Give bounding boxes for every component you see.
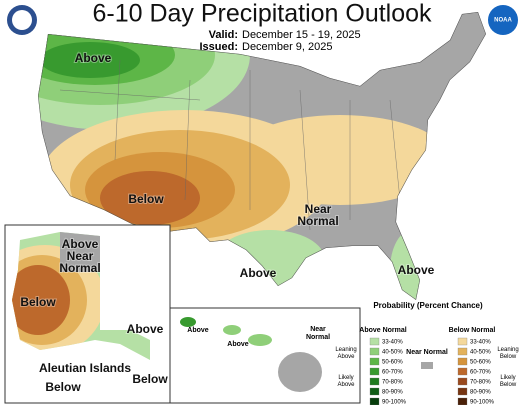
island [223,325,241,335]
legend-swatch [457,367,468,376]
legend-group-label: Leaning Above [335,347,356,360]
legend-title: Probability (Percent Chance) [373,301,483,310]
legend-bin-label: 80-90% [470,390,491,396]
island [248,334,272,346]
legend-swatch [369,377,380,386]
legend-swatch [369,387,380,396]
island [278,352,322,392]
region-label: Aleutian Islands [39,361,131,375]
legend-swatch [369,347,380,356]
legend-group-label: Leaning Below [497,347,518,360]
legend-swatch [369,357,380,366]
legend-bin-label: 60-70% [382,370,403,376]
legend-bin-label: 70-80% [382,380,403,386]
legend-bin-label: 90-100% [382,400,407,405]
legend-bin-label: 33-40% [470,340,491,346]
valid-label: Valid: [209,29,238,41]
legend-bin-label: 80-90% [382,390,403,396]
legend-bin-label: 60-70% [470,370,491,376]
legend-swatch [457,347,468,356]
region-label: Near Normal [306,326,330,341]
legend-swatch [457,337,468,346]
legend-below-title: Below Normal [449,327,496,334]
region-label: Above Near Normal [59,237,100,275]
legend-bin-label: 50-60% [470,360,491,366]
region-label: Above [227,341,249,348]
logo-left-inner [12,10,32,30]
logo-right [488,5,518,35]
region-label: Above [187,327,209,334]
legend-near-title: Near Normal [406,349,448,356]
legend-swatch [369,337,380,346]
legend-bin-label: 40-50% [382,350,403,356]
legend-swatch [457,357,468,366]
valid-dates: December 15 - 19, 2025 [242,29,361,41]
legend-near-swatch [421,362,433,369]
region-label: Below [132,372,168,386]
region-label: Below [128,192,164,206]
region-label: Above [75,51,112,65]
legend-bin-label: 70-80% [470,380,491,386]
legend-bin-label: 50-60% [382,360,403,366]
region-label: Above [240,266,277,280]
legend-swatch [457,377,468,386]
legend-above-title: Above Normal [359,327,407,334]
logo-right-text: NOAA [494,18,512,24]
hawaii-inset [169,307,361,404]
issued-date: December 9, 2025 [242,41,333,53]
legend-swatch [369,367,380,376]
issued-label: Issued: [199,41,238,53]
legend-bin-label: 33-40% [382,340,403,346]
legend-group-label: Likely Below [500,375,517,388]
region-label: Above [398,263,435,277]
legend-group-label: Likely Above [337,375,355,388]
legend-swatch [457,387,468,396]
legend: Probability (Percent Chance) Above Normal… [335,301,518,405]
title: 6-10 Day Precipitation Outlook [92,0,432,28]
region-label: Above [127,322,164,336]
region-label: Below [45,380,81,394]
island [180,317,196,327]
legend-bin-label: 90-100% [470,400,495,405]
legend-swatch [369,397,380,406]
legend-swatch [457,397,468,406]
region-label: Below [20,295,56,309]
region-label: Near Normal [297,202,338,228]
legend-bin-label: 40-50% [470,350,491,356]
